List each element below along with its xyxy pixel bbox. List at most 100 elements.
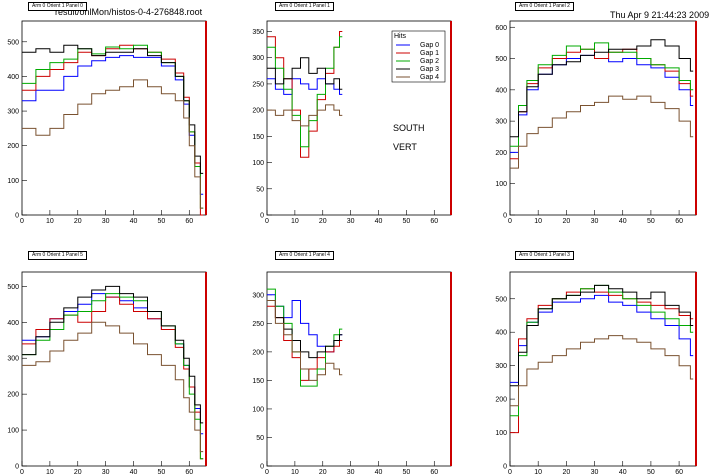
x-tick-label: 0: [20, 218, 24, 225]
x-tick-label: 30: [347, 218, 355, 225]
y-tick-label: 200: [7, 392, 19, 399]
y-tick-label: 0: [260, 464, 264, 471]
y-tick-label: 200: [495, 150, 507, 157]
x-tick-label: 20: [319, 469, 327, 474]
x-tick-label: 50: [402, 469, 410, 474]
series-gap-4-line: [22, 79, 204, 209]
y-tick-label: 0: [503, 464, 507, 471]
x-tick-label: 50: [157, 218, 165, 225]
series-gap-3-line: [267, 57, 343, 90]
panel-3-plot: 0 10 20 30 40 50 60 0 100 200 300 400 500: [7, 271, 207, 474]
y-tick-label: 500: [7, 39, 19, 46]
series-gap-2-line: [22, 293, 204, 460]
panel-5-title: Arm 0 Orient 1 Panel 5: [28, 251, 87, 260]
panel-0-title: Arm 0 Orient 1 Panel 0: [28, 2, 87, 11]
series-gap-4-line: [267, 104, 343, 127]
panel-1-title: Arm 0 Orient 1 Panel 1: [275, 2, 334, 11]
x-tick-label: 60: [430, 469, 438, 474]
series-gap-4-line: [510, 335, 694, 407]
series-gap-4-line: [22, 321, 204, 453]
x-tick-label: 10: [291, 469, 299, 474]
x-tick-label: 30: [102, 218, 110, 225]
panel-4-title: Arm 0 Orient 1 Panel 4: [275, 251, 334, 260]
y-tick-label: 50: [256, 186, 264, 193]
y-tick-label: 300: [252, 292, 264, 299]
plot-frame: [266, 271, 452, 467]
x-tick-label: 20: [562, 218, 570, 225]
x-tick-label: 40: [130, 469, 138, 474]
series-gap-2-line: [510, 42, 694, 147]
x-tick-label: 60: [185, 469, 193, 474]
x-tick-label: 50: [647, 218, 655, 225]
x-tick-label: 40: [375, 469, 383, 474]
y-tick-label: 500: [495, 296, 507, 303]
series-gap-3-line: [22, 285, 204, 424]
x-tick-label: 10: [534, 469, 542, 474]
x-tick-label: 60: [430, 218, 438, 225]
x-tick-label: 30: [102, 469, 110, 474]
panel-5-plot: 0 10 20 30 40 50 60 0 100 200 300 400 500: [495, 271, 697, 474]
y-tick-label: 300: [495, 363, 507, 370]
x-tick-label: 0: [265, 469, 269, 474]
plot-frame: [21, 271, 207, 467]
x-tick-label: 20: [319, 218, 327, 225]
series-gap-3-line: [267, 300, 343, 359]
y-tick-label: 0: [503, 213, 507, 220]
y-tick-label: 100: [7, 428, 19, 435]
legend-entry: Gap 1: [420, 50, 439, 57]
y-tick-label: 200: [7, 143, 19, 150]
series-gap-0-line: [267, 78, 343, 95]
x-tick-label: 50: [157, 469, 165, 474]
x-tick-label: 10: [46, 218, 54, 225]
y-tick-label: 200: [495, 397, 507, 404]
y-tick-label: 0: [15, 464, 19, 471]
y-tick-label: 300: [7, 356, 19, 363]
plot-frame: [21, 20, 207, 216]
panel-2-title: Arm 0 Orient 1 Panel 2: [515, 2, 574, 11]
x-tick-label: 40: [375, 218, 383, 225]
legend-entry: Gap 3: [420, 66, 439, 73]
series-gap-4-line: [267, 300, 343, 381]
series-gap-3-line: [510, 284, 694, 387]
y-tick-label: 400: [495, 330, 507, 337]
x-tick-label: 10: [291, 218, 299, 225]
x-tick-label: 0: [508, 218, 512, 225]
x-tick-label: 60: [675, 469, 683, 474]
y-tick-label: 500: [495, 56, 507, 63]
y-tick-label: 100: [495, 181, 507, 188]
y-tick-label: 250: [252, 321, 264, 328]
legend-entry: Gap 2: [420, 58, 439, 65]
timestamp-label: Thu Apr 9 21:44:23 2009: [610, 10, 710, 20]
panel-3-title: Arm 0 Orient 1 Panel 3: [515, 251, 574, 260]
x-tick-label: 10: [534, 218, 542, 225]
x-tick-label: 20: [74, 469, 82, 474]
y-tick-label: 200: [252, 349, 264, 356]
panel-4-plot: 0 10 20 30 40 50 60 0 50 100 150 200 250 300: [252, 271, 452, 474]
y-tick-label: 250: [252, 81, 264, 88]
x-tick-label: 0: [265, 218, 269, 225]
y-tick-label: 400: [7, 320, 19, 327]
y-tick-label: 200: [252, 108, 264, 115]
series-gap-1-line: [510, 48, 694, 160]
y-tick-label: 400: [495, 87, 507, 94]
x-tick-label: 40: [619, 469, 627, 474]
annotation-vert: VERT: [393, 142, 417, 152]
plot-frame: [509, 20, 697, 216]
x-tick-label: 30: [347, 469, 355, 474]
y-tick-label: 400: [7, 74, 19, 81]
y-tick-label: 150: [252, 378, 264, 385]
series-gap-3-line: [510, 39, 694, 138]
y-tick-label: 300: [7, 109, 19, 116]
x-tick-label: 50: [647, 469, 655, 474]
series-gap-0-line: [22, 55, 204, 195]
series-gap-1-line: [510, 288, 694, 434]
x-tick-label: 30: [591, 469, 599, 474]
panel-0-plot: 0 10 20 30 40 50 60 0 100 200 300 400 500: [7, 20, 207, 225]
x-tick-label: 0: [20, 469, 24, 474]
legend-entry: Gap 0: [420, 42, 439, 49]
y-tick-label: 100: [252, 160, 264, 167]
annotation-south: SOUTH: [393, 123, 425, 133]
y-tick-label: 300: [495, 119, 507, 126]
